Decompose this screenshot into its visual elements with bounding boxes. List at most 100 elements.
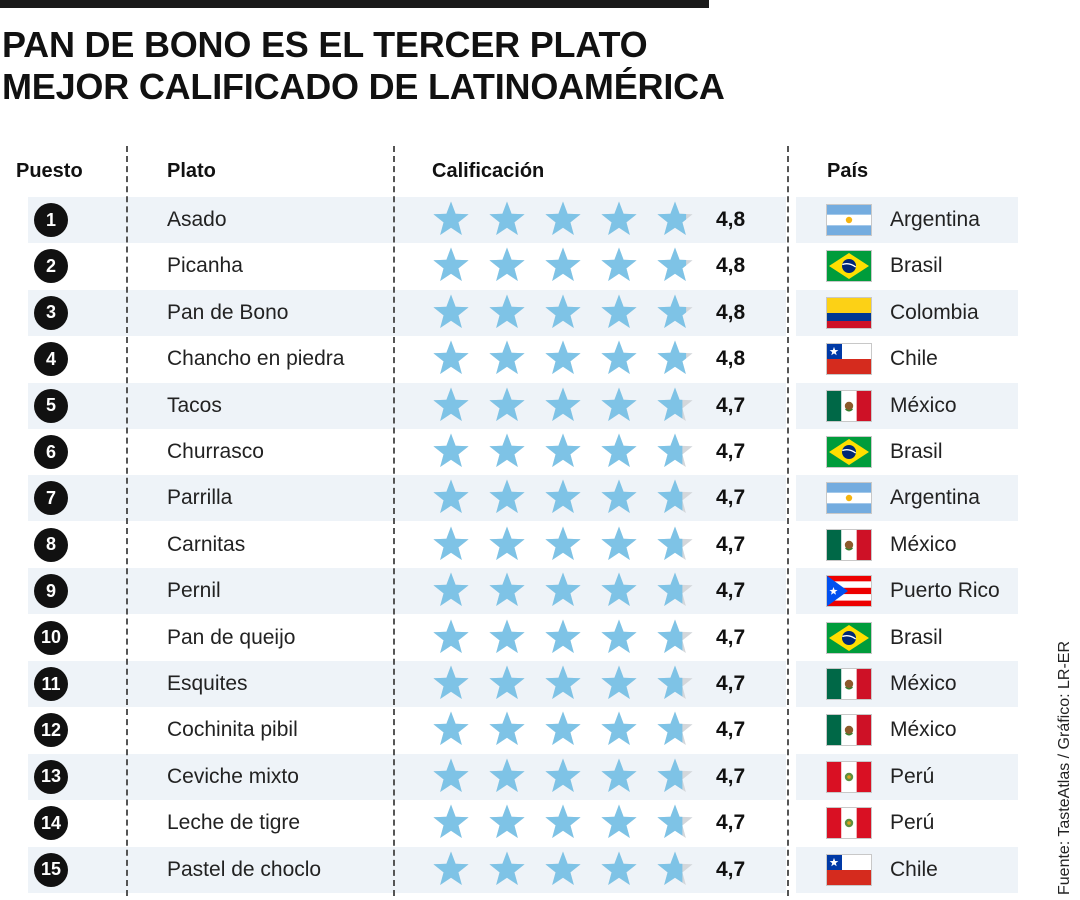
dish-name: Esquites xyxy=(167,672,248,695)
star-icon xyxy=(601,387,637,421)
star-icon xyxy=(545,711,581,746)
table-row: 7 Parrilla 4,7 Argentina xyxy=(0,475,1080,522)
star-icon xyxy=(433,851,469,885)
star-icon xyxy=(601,665,637,699)
table-row: 8 Carnitas 4,7 México xyxy=(0,522,1080,568)
dish-name: Pastel de choclo xyxy=(167,857,322,881)
star-icon xyxy=(545,804,581,839)
table-row: 4 Chancho en piedra 4,8 Chile xyxy=(0,336,1080,382)
star-icon xyxy=(433,572,469,607)
country-name: México xyxy=(890,393,957,417)
star-icon xyxy=(545,526,581,560)
rating-value: 4,8 xyxy=(716,347,746,371)
star-icon xyxy=(433,804,469,839)
argentina-flag-icon xyxy=(826,482,872,515)
rating-stars xyxy=(433,665,693,699)
table-row: 14 Leche de tigre 4,7 Perú xyxy=(0,800,1080,846)
star-icon xyxy=(433,758,469,792)
country-name: Brasil xyxy=(890,254,943,278)
star-icon xyxy=(489,433,525,467)
star-icon xyxy=(601,294,637,328)
table-row: 12 Cochinita pibil 4,7 México xyxy=(0,707,1080,753)
rank-badge: 7 xyxy=(34,481,68,516)
rank-badge: 8 xyxy=(34,527,68,562)
rank-badge: 9 xyxy=(34,574,68,609)
chart-title-line-2: MEJOR CALIFICADO DE LATINOAMÉRICA xyxy=(2,66,725,107)
row-background xyxy=(28,475,786,522)
dish-name: Parrilla xyxy=(167,486,233,510)
star-icon xyxy=(433,711,469,746)
star-icon xyxy=(545,340,581,375)
star-icon xyxy=(545,247,581,282)
dish-name: Leche de tigre xyxy=(167,811,301,835)
table-row: 5 Tacos 4,7 México xyxy=(0,382,1080,429)
rating-stars xyxy=(433,572,693,607)
rating-value: 4,7 xyxy=(716,718,746,742)
rank-badge: 4 xyxy=(34,342,68,377)
rating-stars xyxy=(433,804,693,839)
table-row: 3 Pan de Bono 4,8 Colombia xyxy=(0,289,1080,336)
star-icon xyxy=(657,387,683,421)
star-icon xyxy=(489,247,525,282)
star-icon xyxy=(489,851,525,885)
column-divider xyxy=(787,146,789,896)
star-icon xyxy=(601,804,637,839)
rating-value: 4,7 xyxy=(716,532,746,556)
star-icon xyxy=(601,479,637,514)
mexico-flag-icon xyxy=(826,389,872,422)
star-icon xyxy=(489,294,525,328)
peru-flag-icon xyxy=(826,807,872,840)
header-pais: País xyxy=(827,160,869,182)
rating-value: 4,8 xyxy=(716,300,746,324)
star-icon xyxy=(601,758,637,792)
rank-badge: 5 xyxy=(34,388,68,423)
mexico-flag-icon xyxy=(826,714,872,747)
star-icon xyxy=(433,665,469,699)
rank-badge: 1 xyxy=(34,203,68,237)
country-name: Chile xyxy=(890,857,938,881)
rating-stars xyxy=(433,387,693,421)
star-icon xyxy=(601,711,637,746)
star-icon xyxy=(601,201,637,235)
star-icon xyxy=(657,711,683,746)
rating-value: 4,7 xyxy=(716,625,746,649)
star-icon xyxy=(657,619,683,653)
table-row: 10 Pan de queijo 4,7 Brasil xyxy=(0,615,1080,661)
star-icon xyxy=(545,387,581,421)
star-icon xyxy=(545,479,581,514)
star-icon xyxy=(657,526,683,560)
star-icon xyxy=(545,851,581,885)
dish-name: Pernil xyxy=(167,579,221,603)
rating-value: 4,7 xyxy=(716,579,746,603)
rank-badge: 11 xyxy=(34,667,68,701)
rating-value: 4,7 xyxy=(716,811,746,835)
star-icon xyxy=(489,711,525,746)
country-name: Chile xyxy=(890,347,938,371)
star-icon xyxy=(601,433,637,467)
rating-stars xyxy=(433,711,693,746)
rating-stars xyxy=(433,479,693,514)
star-icon xyxy=(489,201,525,235)
chart-title: PAN DE BONO ES EL TERCER PLATO MEJOR CAL… xyxy=(2,24,725,108)
rating-stars xyxy=(433,526,693,560)
country-name: Brasil xyxy=(890,625,943,649)
source-credit: Fuente: TasteAtlas / Gráfico: LR-ER xyxy=(1056,640,1073,895)
star-icon xyxy=(433,619,469,653)
star-icon xyxy=(657,804,683,839)
star-icon xyxy=(657,247,687,282)
star-icon xyxy=(657,572,683,607)
star-icon xyxy=(601,526,637,560)
rating-stars xyxy=(433,294,693,328)
row-background xyxy=(28,753,786,800)
star-icon xyxy=(657,201,687,235)
star-icon xyxy=(433,294,469,328)
rating-stars xyxy=(433,340,693,375)
star-icon xyxy=(489,387,525,421)
star-icon xyxy=(489,804,525,839)
star-icon xyxy=(657,665,683,699)
rating-stars xyxy=(433,758,693,792)
row-background xyxy=(28,846,786,893)
star-icon xyxy=(489,526,525,560)
rank-badge: 10 xyxy=(34,620,68,655)
dish-name: Pan de Bono xyxy=(167,300,289,324)
